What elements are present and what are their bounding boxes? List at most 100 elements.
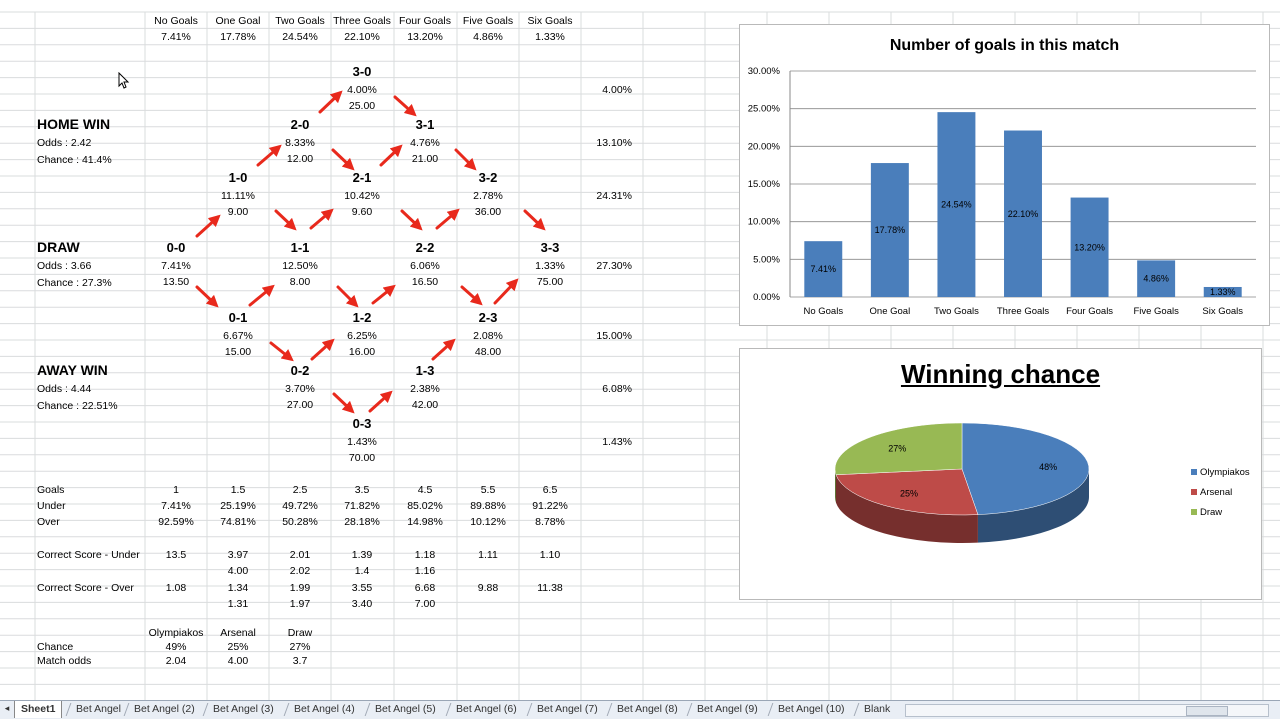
- goals-header-value: 22.10%: [344, 31, 380, 43]
- over-value: 10.12%: [470, 516, 506, 528]
- under-value: 49.72%: [282, 500, 318, 512]
- correct-score-under-value: 1.39: [351, 549, 373, 561]
- sheet-tab[interactable]: Bet Angel (2): [134, 703, 195, 715]
- bar-data-label: 4.86%: [1143, 274, 1169, 284]
- pie-data-label: 25%: [900, 489, 918, 499]
- score-odds: 12.00: [286, 153, 314, 165]
- match-odds-value: 2.04: [165, 655, 187, 667]
- row-total-value: 27.30%: [596, 260, 632, 272]
- under-value: 91.22%: [532, 500, 568, 512]
- row-total-value: 24.31%: [596, 190, 632, 202]
- under-value: 85.02%: [407, 500, 443, 512]
- score-label: 0-0: [166, 240, 186, 255]
- correct-score-over-value: 11.38: [537, 582, 563, 594]
- goals-row-label: Goals: [37, 484, 65, 496]
- under-value: 71.82%: [344, 500, 380, 512]
- draw-odds: Odds : 3.66: [37, 260, 92, 272]
- correct-score-over-value: 1.99: [289, 582, 311, 594]
- scrollbar-thumb[interactable]: [1186, 706, 1228, 716]
- bar-3: [1004, 130, 1042, 297]
- pie-slice-olympiakos: [961, 422, 1090, 515]
- bar-data-label: 24.54%: [941, 200, 972, 210]
- x-tick-label: Three Goals: [997, 306, 1050, 317]
- correct-score-under-value: 1.10: [539, 549, 561, 561]
- over-value: 92.59%: [158, 516, 194, 528]
- score-odds: 9.00: [227, 206, 249, 218]
- goals-header-value: 7.41%: [161, 31, 191, 43]
- x-tick-label: Two Goals: [934, 306, 979, 317]
- row-total-value: 6.08%: [602, 383, 632, 395]
- score-probability: 3.70%: [285, 383, 315, 395]
- under-value: 25.19%: [220, 500, 256, 512]
- x-tick-label: Five Goals: [1133, 306, 1179, 317]
- team-name: Olympiakos: [148, 627, 204, 639]
- sheet-tab[interactable]: Bet Angel: [76, 703, 121, 715]
- under-value: 7.41%: [161, 500, 191, 512]
- bar-5: [1137, 260, 1176, 297]
- team-chance-value: 49%: [165, 641, 187, 653]
- sheet-tab[interactable]: Bet Angel (7): [537, 703, 598, 715]
- score-probability: 6.67%: [223, 330, 253, 342]
- score-label: 2-2: [415, 240, 435, 255]
- sheet-tab[interactable]: Bet Angel (10): [778, 703, 845, 715]
- match-odds-value: 3.7: [292, 655, 308, 667]
- goals-bar-chart[interactable]: Number of goals in this match 0.00% 5.00%…: [739, 24, 1270, 326]
- score-odds: 16.50: [411, 276, 439, 288]
- y-tick-label: 15.00%: [748, 179, 781, 190]
- tab-scroll-first-icon[interactable]: ◂: [4, 703, 10, 713]
- sheet-tab[interactable]: Bet Angel (6): [456, 703, 517, 715]
- score-probability: 4.76%: [410, 137, 440, 149]
- sheet-tab[interactable]: Bet Angel (9): [697, 703, 758, 715]
- over-value: 14.98%: [407, 516, 443, 528]
- away-win-chance: Chance : 22.51%: [37, 400, 118, 412]
- goals-header-value: 13.20%: [407, 31, 443, 43]
- score-probability: 12.50%: [282, 260, 318, 272]
- goals-header-label: Four Goals: [399, 15, 451, 27]
- x-tick-label: One Goal: [870, 306, 911, 317]
- pie-chart-title: Winning chance: [900, 359, 1101, 389]
- bar-0: [804, 241, 843, 297]
- row-total-value: 1.43%: [602, 436, 632, 448]
- legend-label: Arsenal: [1200, 487, 1232, 498]
- legend-swatch: [1191, 509, 1197, 515]
- bar-1: [870, 163, 909, 297]
- legend-swatch: [1191, 489, 1197, 495]
- correct-score-over-value: 7.00: [414, 598, 436, 610]
- score-label: 1-2: [352, 310, 372, 325]
- score-label: 2-0: [290, 117, 310, 132]
- goals-line-value: 5.5: [480, 484, 496, 496]
- pie-data-label: 48%: [1039, 462, 1057, 472]
- over-value: 28.18%: [344, 516, 380, 528]
- correct-score-over-value: 6.68: [414, 582, 436, 594]
- score-probability: 11.11%: [220, 190, 256, 202]
- goals-line-value: 1: [173, 484, 179, 496]
- y-tick-label: 10.00%: [748, 217, 781, 228]
- correct-score-over-value: 1.97: [289, 598, 311, 610]
- bar-data-label: 13.20%: [1074, 242, 1105, 252]
- correct-score-over-value: 3.55: [351, 582, 373, 594]
- score-odds: 9.60: [351, 206, 373, 218]
- sheet-tab[interactable]: Blank: [864, 703, 891, 715]
- winning-chance-pie-chart[interactable]: Winning chance 48% 25% 27% Olympiakos Arsena…: [739, 348, 1262, 600]
- horizontal-scrollbar[interactable]: [905, 704, 1269, 717]
- bar-data-label: 7.41%: [811, 264, 837, 274]
- pie-slice-draw: [834, 422, 963, 476]
- over-value: 74.81%: [220, 516, 256, 528]
- score-label: 2-3: [478, 310, 498, 325]
- sheet-tab[interactable]: Bet Angel (4): [294, 703, 355, 715]
- score-label: 3-1: [415, 117, 435, 132]
- bar-chart-title: Number of goals in this match: [889, 37, 1120, 54]
- x-tick-label: Four Goals: [1066, 306, 1113, 317]
- sheet-tab[interactable]: Bet Angel (5): [375, 703, 436, 715]
- correct-score-under-value: 1.18: [414, 549, 436, 561]
- score-odds: 15.00: [224, 346, 252, 358]
- score-label: 1-0: [228, 170, 248, 185]
- score-probability: 1.33%: [535, 260, 565, 272]
- sheet-tab[interactable]: Bet Angel (3): [213, 703, 274, 715]
- legend-label: Olympiakos: [1200, 467, 1250, 478]
- sheet-tab[interactable]: Bet Angel (8): [617, 703, 678, 715]
- x-tick-label: No Goals: [803, 306, 843, 317]
- goals-header-label: Two Goals: [275, 15, 325, 27]
- bar-chart-plot: 0.00% 5.00% 10.00% 15.00% 20.00% 25.00% 30.00%…: [748, 66, 1256, 317]
- sheet-tab[interactable]: Sheet1: [14, 701, 63, 718]
